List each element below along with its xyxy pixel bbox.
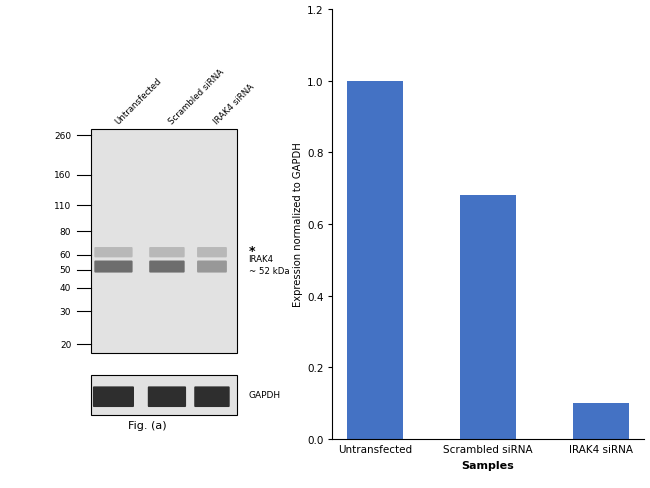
Text: 110: 110 [54, 202, 72, 210]
Bar [346, 81, 403, 439]
Bar [573, 404, 629, 439]
Text: Fig. (a): Fig. (a) [128, 421, 166, 430]
Bar [460, 196, 516, 439]
FancyBboxPatch shape [150, 261, 185, 273]
Y-axis label: Expression normalized to GAPDH: Expression normalized to GAPDH [292, 142, 303, 306]
FancyBboxPatch shape [150, 247, 185, 258]
FancyBboxPatch shape [91, 130, 237, 353]
Text: 40: 40 [60, 284, 72, 293]
FancyBboxPatch shape [91, 375, 237, 416]
FancyBboxPatch shape [197, 247, 227, 258]
Text: IRAK4 siRNA: IRAK4 siRNA [212, 82, 256, 126]
FancyBboxPatch shape [197, 261, 227, 273]
FancyBboxPatch shape [194, 386, 229, 407]
Text: 20: 20 [60, 340, 72, 349]
Text: 260: 260 [54, 132, 72, 141]
X-axis label: Samples: Samples [462, 460, 514, 469]
Text: Scrambled siRNA: Scrambled siRNA [167, 67, 226, 126]
FancyBboxPatch shape [148, 386, 186, 407]
Text: 30: 30 [60, 307, 72, 316]
Text: *: * [248, 244, 255, 257]
Text: 60: 60 [60, 251, 72, 260]
Text: GAPDH: GAPDH [248, 391, 281, 400]
Text: 80: 80 [60, 227, 72, 236]
FancyBboxPatch shape [94, 247, 133, 258]
FancyBboxPatch shape [93, 386, 134, 407]
Text: 50: 50 [60, 265, 72, 275]
Text: 160: 160 [54, 171, 72, 180]
FancyBboxPatch shape [94, 261, 133, 273]
Text: IRAK4
~ 52 kDa: IRAK4 ~ 52 kDa [248, 255, 289, 276]
Text: Untransfected: Untransfected [114, 76, 163, 126]
